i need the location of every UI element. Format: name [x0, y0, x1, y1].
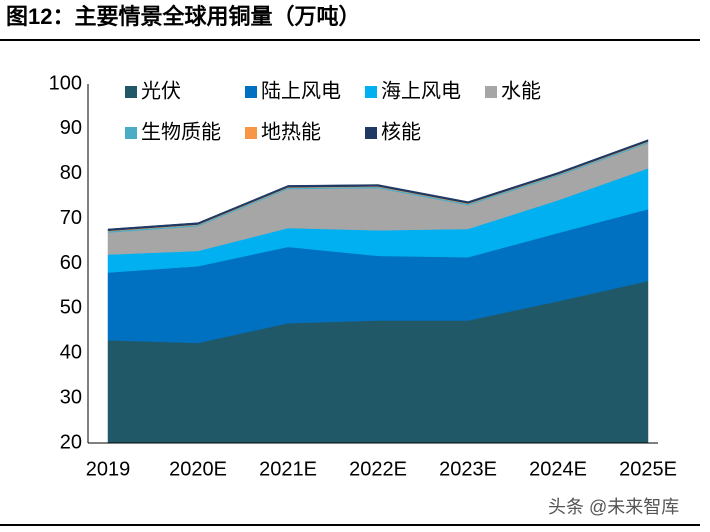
x-tick-label: 2022E: [349, 458, 407, 480]
y-tick-label: 20: [60, 431, 82, 453]
x-tick-label: 2020E: [169, 458, 227, 480]
legend-swatch: [245, 127, 257, 139]
legend-swatch: [125, 86, 137, 98]
y-tick-label: 100: [49, 72, 82, 94]
chart-title: 图12：主要情景全球用铜量（万吨）: [6, 4, 360, 29]
y-tick-label: 40: [60, 342, 82, 364]
legend-label: 地热能: [261, 120, 321, 143]
y-tick-label: 70: [60, 207, 82, 229]
legend-label: 海上风电: [381, 79, 461, 102]
x-tick-label: 2024E: [529, 458, 587, 480]
x-tick-label: 2021E: [259, 458, 317, 480]
y-tick-label: 80: [60, 162, 82, 184]
legend-label: 生物质能: [141, 120, 221, 143]
legend-label: 水能: [501, 79, 541, 102]
y-tick-label: 50: [60, 297, 82, 319]
x-tick-label: 2019: [86, 458, 131, 480]
watermark: 头条 @未来智库: [548, 497, 679, 517]
y-tick-label: 60: [60, 252, 82, 274]
legend-label: 光伏: [141, 79, 181, 102]
x-tick-label: 2023E: [439, 458, 497, 480]
y-tick-label: 90: [60, 117, 82, 139]
legend-swatch: [125, 127, 137, 139]
legend-swatch: [245, 86, 257, 98]
y-tick-label: 30: [60, 386, 82, 408]
x-tick-label: 2025E: [619, 458, 677, 480]
legend-label: 陆上风电: [261, 79, 341, 102]
area: [107, 139, 649, 232]
legend-swatch: [365, 127, 377, 139]
legend-swatch: [365, 86, 377, 98]
legend-swatch: [485, 86, 497, 98]
legend-label: 核能: [381, 120, 421, 143]
